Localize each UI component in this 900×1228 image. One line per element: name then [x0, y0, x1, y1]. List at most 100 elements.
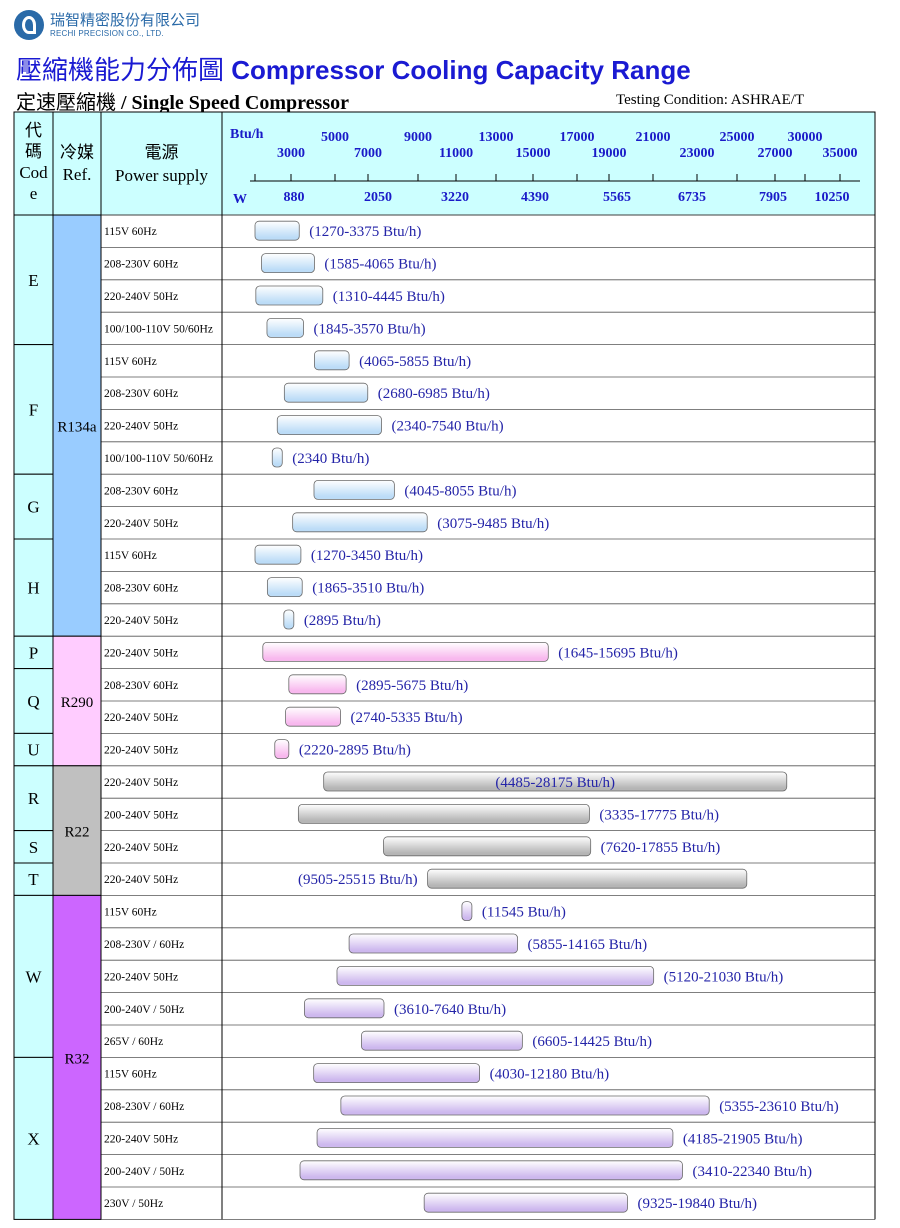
capacity-label: (1585-4065 Btu/h)	[324, 257, 436, 273]
axis-tick-label: 15000	[516, 146, 551, 161]
capacity-bar	[262, 642, 549, 662]
code-label-P: P	[29, 643, 38, 662]
power-supply-label: 200-240V / 50Hz	[104, 1004, 184, 1016]
capacity-label: (9505-25515 Btu/h)	[298, 872, 418, 888]
code-label-X: X	[27, 1129, 39, 1148]
power-supply-label: 115V 60Hz	[104, 1069, 157, 1081]
capacity-bar	[423, 1192, 628, 1213]
code-cell-T	[13, 862, 54, 896]
ref-cell-R22	[52, 765, 102, 896]
capacity-label: (2895-5675 Btu/h)	[356, 678, 468, 694]
power-supply-label: 220-240V 50Hz	[104, 777, 178, 789]
capacity-label: (2895 Btu/h)	[304, 613, 381, 629]
code-label-W: W	[25, 967, 42, 986]
page-subtitle-cn: 定速壓縮機	[16, 90, 116, 114]
rechi-logo-icon	[14, 10, 44, 40]
capacity-bar	[254, 544, 302, 565]
capacity-label: (1845-3570 Btu/h)	[314, 321, 426, 337]
capacity-bar	[427, 868, 748, 889]
capacity-bar	[348, 933, 518, 954]
capacity-bar	[316, 1128, 674, 1148]
ref-label-R32: R32	[64, 1051, 89, 1067]
capacity-label: (1645-15695 Btu/h)	[558, 645, 678, 661]
header-code-label: 碼	[25, 142, 42, 161]
power-supply-label: 115V 60Hz	[104, 550, 157, 562]
capacity-label: (4045-8055 Btu/h)	[404, 483, 516, 499]
axis-tick-label: 21000	[636, 130, 671, 145]
code-label-T: T	[28, 870, 39, 889]
code-label-R: R	[28, 789, 40, 808]
page-title-cn: 壓縮機能力分佈圖	[16, 56, 225, 86]
axis-unit-w: W	[233, 192, 247, 207]
capacity-label: (3610-7640 Btu/h)	[394, 1002, 506, 1018]
page-subtitle: 定速壓縮機 / Single Speed Compressor	[16, 86, 349, 115]
company-name-cn: 瑞智精密股份有限公司	[50, 10, 201, 29]
axis-tick-label: 35000	[823, 146, 858, 161]
code-label-F: F	[29, 400, 38, 419]
axis-tick-label-w: 3220	[441, 190, 469, 205]
axis-tick-label: 19000	[592, 146, 627, 161]
capacity-label: (9325-19840 Btu/h)	[637, 1196, 757, 1212]
axis-tick-label-w: 6735	[678, 190, 706, 205]
power-supply-label: 208-230V 60Hz	[104, 583, 178, 595]
company-name-en: RECHI PRECISION CO., LTD.	[50, 28, 164, 38]
capacity-bar	[288, 674, 347, 695]
header-code-label: 代	[25, 121, 42, 140]
testing-condition: Testing Condition: ASHRAE/T	[616, 92, 805, 108]
header-ref-label: Ref.	[63, 165, 92, 184]
capacity-label: (5855-14165 Btu/h)	[528, 937, 648, 953]
power-supply-label: 208-230V 60Hz	[104, 388, 178, 400]
capacity-bar	[340, 1095, 710, 1116]
ref-label-R134a: R134a	[57, 420, 97, 436]
capacity-label: (11545 Btu/h)	[482, 905, 566, 921]
capacity-bar	[276, 415, 382, 436]
axis-tick-label: 27000	[758, 146, 793, 161]
capacity-bar	[285, 706, 341, 727]
code-label-E: E	[28, 271, 38, 290]
power-supply-label: 220-240V 50Hz	[104, 745, 178, 757]
capacity-label: (2220-2895 Btu/h)	[299, 743, 411, 759]
power-supply-label: 220-240V 50Hz	[104, 1133, 178, 1145]
capacity-bar	[313, 1063, 481, 1083]
ref-cell-R134a	[52, 214, 102, 637]
capacity-label: (3410-22340 Btu/h)	[692, 1164, 812, 1180]
capacity-bar	[336, 966, 655, 986]
code-label-S: S	[29, 838, 38, 857]
capacity-bar	[297, 804, 590, 824]
power-supply-label: 220-240V 50Hz	[104, 291, 178, 303]
capacity-label: (5355-23610 Btu/h)	[719, 1099, 839, 1115]
power-supply-label: 220-240V 50Hz	[104, 842, 178, 854]
header-ref-label: 冷媒	[60, 143, 94, 162]
axis-tick-label: 11000	[439, 146, 473, 161]
capacity-label: (4185-21905 Btu/h)	[683, 1131, 803, 1147]
capacity-label: (3335-17775 Btu/h)	[599, 807, 719, 823]
header-power-label: Power supply	[115, 166, 209, 185]
power-supply-label: 200-240V 50Hz	[104, 809, 178, 821]
header-code-label: e	[30, 184, 38, 203]
power-supply-label: 115V 60Hz	[104, 356, 157, 368]
capacity-label: (4030-12180 Btu/h)	[490, 1067, 610, 1083]
power-supply-label: 230V / 50Hz	[104, 1198, 163, 1210]
capacity-bar	[292, 512, 428, 533]
capacity-bar	[283, 609, 295, 630]
capacity-bar	[323, 771, 788, 792]
capacity-bar	[266, 317, 304, 338]
company-logo: 瑞智精密股份有限公司 RECHI PRECISION CO., LTD.	[14, 10, 200, 40]
axis-tick-label: 23000	[680, 146, 715, 161]
axis-tick-label: 13000	[479, 130, 514, 145]
capacity-label: (3075-9485 Btu/h)	[437, 516, 549, 532]
axis-tick-label: 30000	[788, 130, 823, 145]
code-cell-Q	[13, 668, 54, 734]
capacity-bar	[361, 1030, 523, 1051]
code-label-U: U	[27, 741, 39, 760]
power-supply-label: 208-230V 60Hz	[104, 680, 178, 692]
axis-tick-label: 25000	[720, 130, 755, 145]
capacity-label: (2340 Btu/h)	[292, 451, 369, 467]
axis-tick-label-w: 10250	[815, 190, 850, 205]
capacity-bar	[255, 285, 324, 306]
power-supply-label: 100/100-110V 50/60Hz	[104, 323, 213, 335]
power-supply-label: 220-240V 50Hz	[104, 647, 178, 659]
axis-tick-label: 17000	[560, 130, 595, 145]
power-supply-label: 208-230V / 60Hz	[104, 939, 184, 951]
